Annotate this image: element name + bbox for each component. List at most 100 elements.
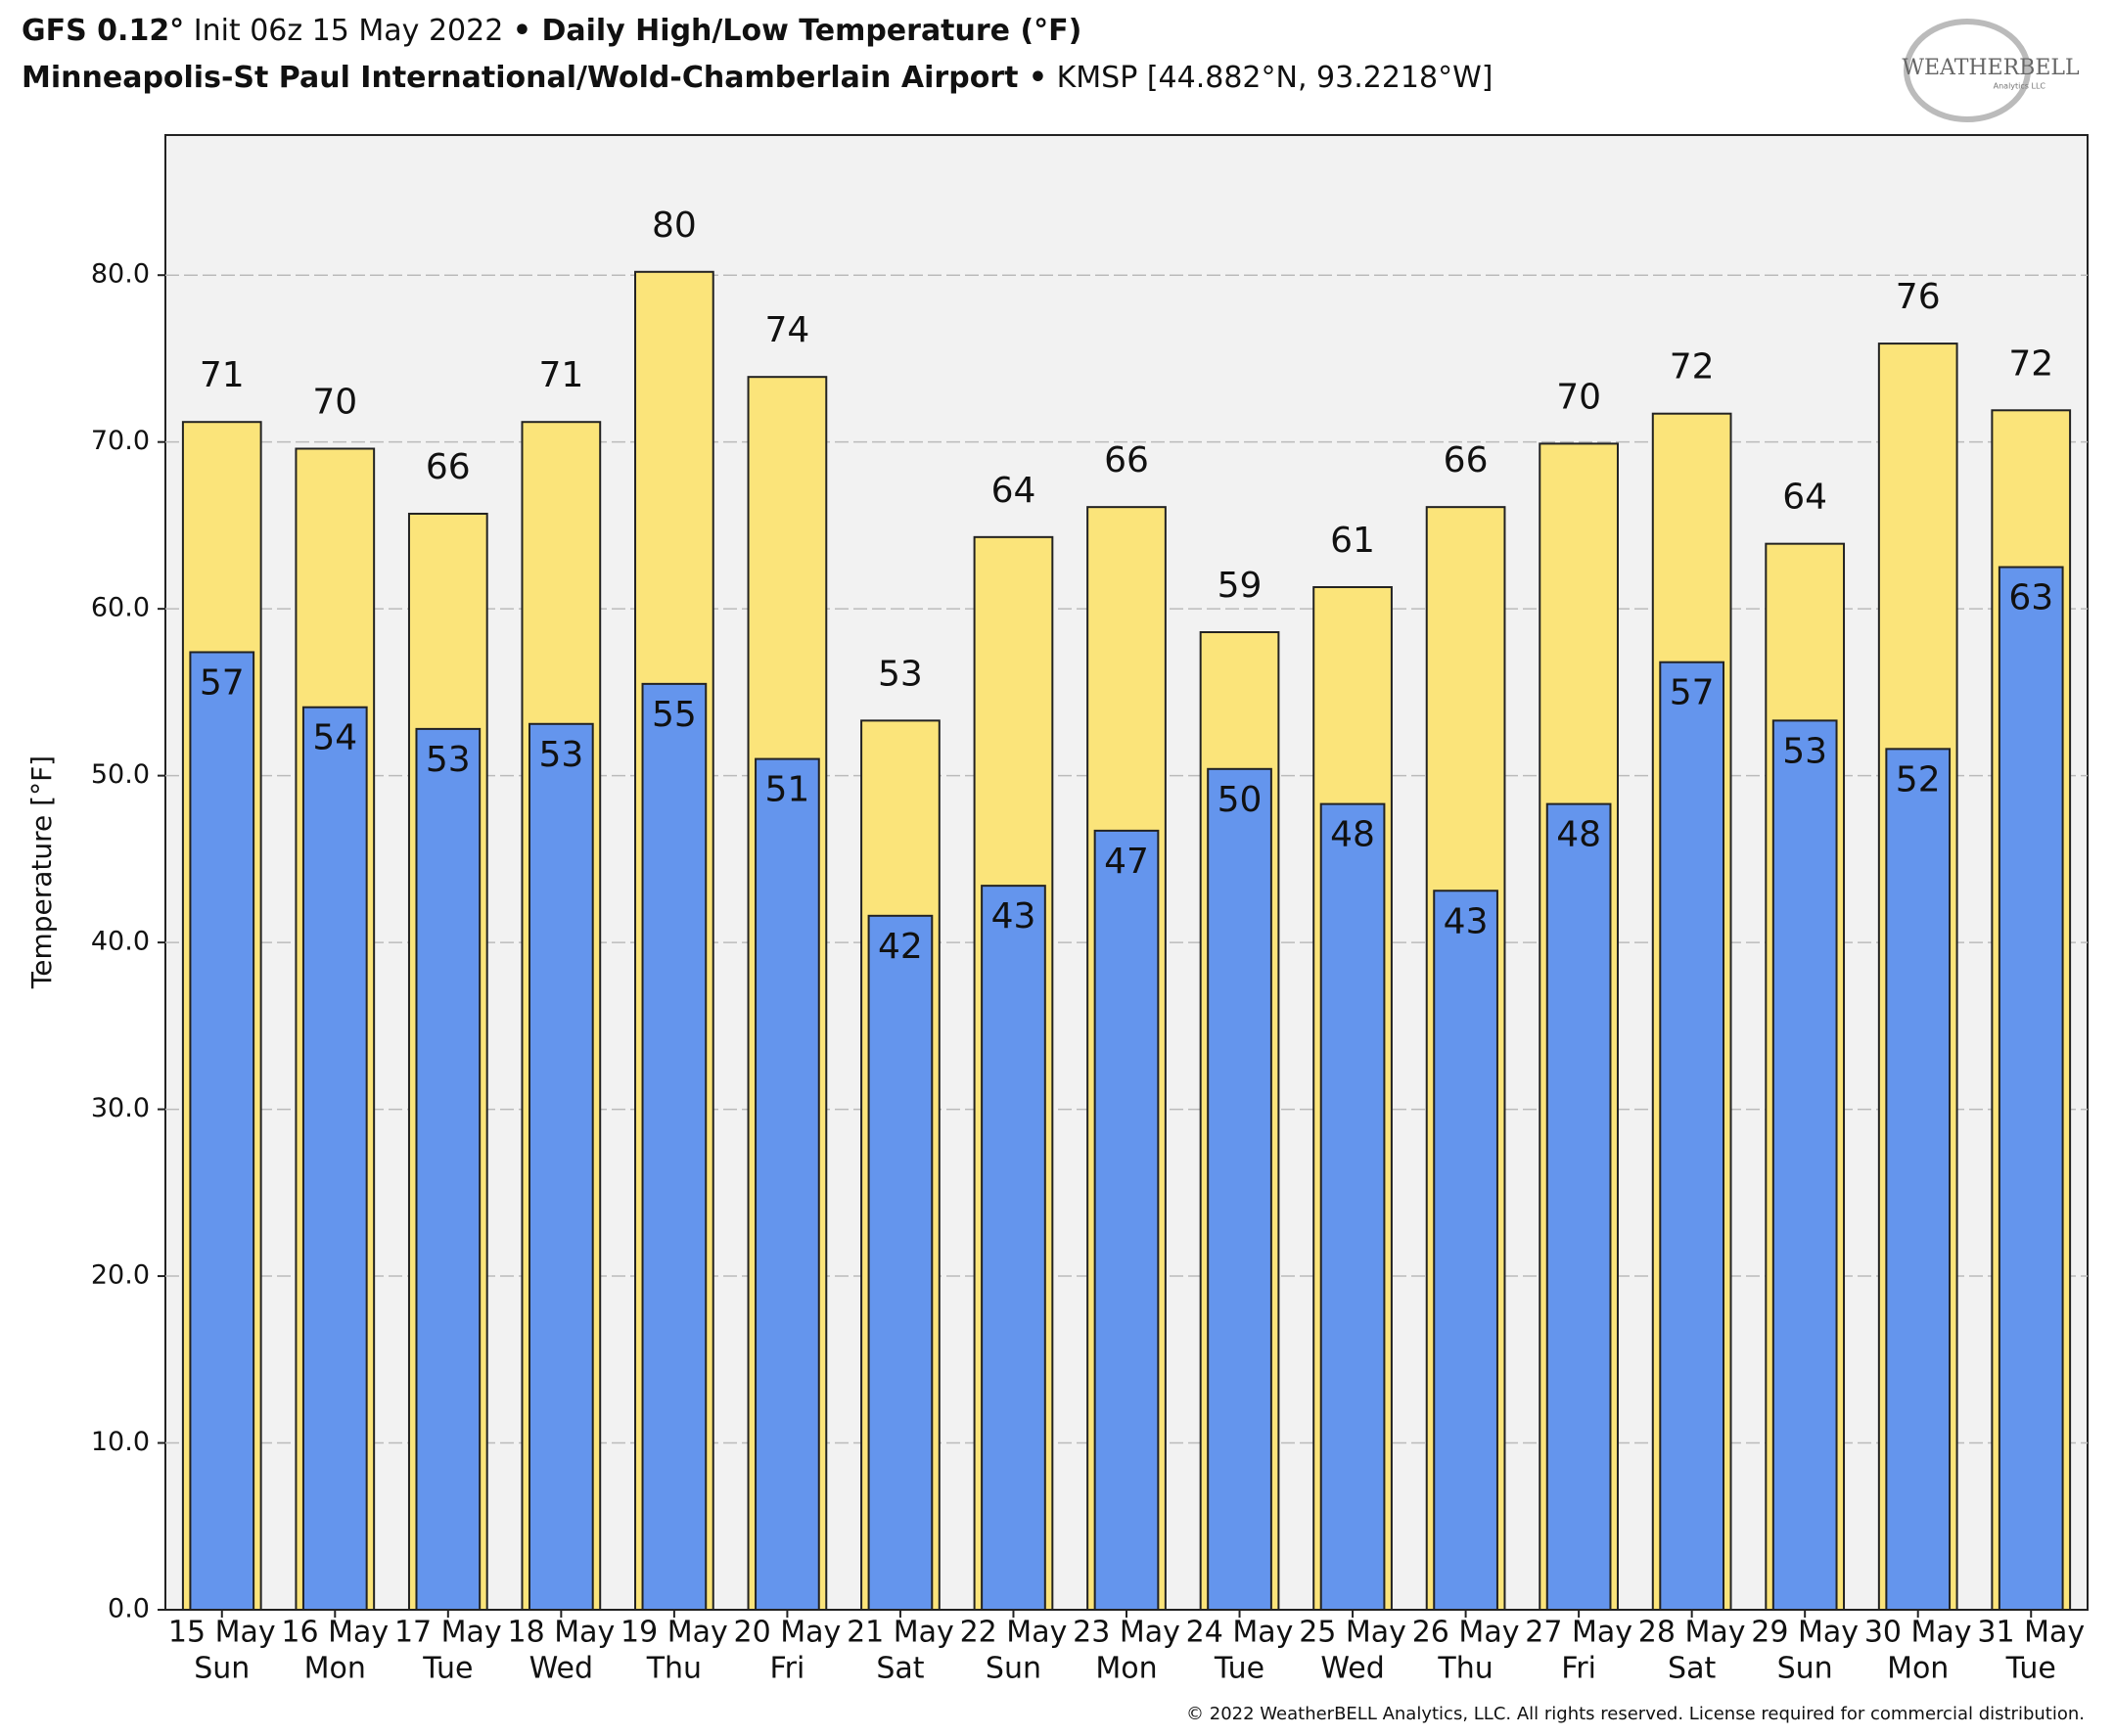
y-tick-label: 60.0 — [91, 593, 150, 623]
x-tick-sublabel: Mon — [1095, 1652, 1157, 1686]
x-tick-label: 26 May — [1412, 1616, 1520, 1650]
x-tick-label: 28 May — [1638, 1616, 1746, 1650]
y-axis-label: Temperature [°F] — [25, 755, 58, 989]
value-label: 48 — [1330, 815, 1375, 855]
value-label: 53 — [1782, 731, 1827, 771]
x-tick-sublabel: Fri — [1561, 1652, 1596, 1686]
x-tick-label: 31 May — [1977, 1616, 2085, 1650]
bar — [1545, 802, 1612, 1611]
title-init: Init 06z 15 May 2022 — [184, 14, 513, 48]
x-tick-sublabel: Tue — [2005, 1652, 2056, 1686]
chart-title: GFS 0.12° Init 06z 15 May 2022 • Daily H… — [22, 14, 1081, 48]
bar — [981, 885, 1046, 1611]
y-tick-label: 40.0 — [91, 927, 150, 957]
x-tick-sublabel: Sat — [876, 1652, 924, 1686]
x-tick-sublabel: Wed — [1320, 1652, 1384, 1686]
chart-subtitle: Minneapolis-St Paul International/Wold-C… — [22, 61, 1493, 95]
value-label: 61 — [1330, 521, 1375, 561]
bar — [1771, 719, 1838, 1611]
subtitle-location: KMSP [44.882°N, 93.2218°W] — [1047, 61, 1493, 95]
x-tick-sublabel: Tue — [1214, 1652, 1264, 1686]
x-tick-sublabel: Sun — [986, 1652, 1041, 1686]
value-label: 64 — [991, 471, 1036, 511]
x-tick-label: 15 May — [168, 1616, 276, 1650]
x-tick-sublabel: Fri — [770, 1652, 805, 1686]
value-label: 51 — [765, 770, 810, 810]
bar — [1885, 748, 1952, 1611]
value-label: 72 — [1670, 347, 1715, 388]
value-label: 42 — [878, 927, 923, 967]
value-label: 57 — [200, 662, 245, 703]
x-tick-label: 21 May — [847, 1616, 954, 1650]
value-label: 72 — [2008, 343, 2053, 384]
value-label: 66 — [426, 447, 471, 487]
value-label: 70 — [312, 382, 357, 422]
value-label: 54 — [312, 718, 357, 758]
x-tick-sublabel: Mon — [304, 1652, 366, 1686]
value-label: 55 — [652, 695, 697, 735]
bar — [1093, 829, 1160, 1611]
x-tick-sublabel: Sun — [1777, 1652, 1833, 1686]
y-tick-label: 10.0 — [91, 1427, 150, 1457]
value-label: 63 — [2008, 578, 2053, 618]
x-tick-sublabel: Thu — [1437, 1652, 1493, 1686]
x-tick-sublabel: Tue — [422, 1652, 473, 1686]
value-label: 57 — [1670, 673, 1715, 713]
footer: © 2022 WeatherBELL Analytics, LLC. All r… — [1186, 1704, 2085, 1724]
x-tick-label: 25 May — [1299, 1616, 1406, 1650]
title-model: GFS 0.12° — [22, 14, 184, 48]
x-tick-label: 29 May — [1751, 1616, 1859, 1650]
x-tick-sublabel: Mon — [1887, 1652, 1949, 1686]
bar — [301, 706, 368, 1611]
bar — [1433, 890, 1498, 1611]
subtitle-station: Minneapolis-St Paul International/Wold-C… — [22, 61, 1018, 95]
y-tick-label: 80.0 — [91, 259, 150, 290]
value-label: 43 — [991, 896, 1036, 937]
value-label: 52 — [1896, 759, 1941, 799]
value-label: 71 — [538, 355, 583, 395]
bar — [755, 757, 820, 1611]
y-tick-label: 20.0 — [91, 1260, 150, 1291]
value-label: 66 — [1104, 440, 1149, 480]
value-label: 50 — [1218, 780, 1263, 820]
value-label: 53 — [538, 735, 583, 775]
y-tick-label: 50.0 — [91, 759, 150, 790]
bar — [415, 727, 482, 1611]
x-tick-label: 20 May — [734, 1616, 842, 1650]
value-label: 64 — [1782, 478, 1827, 518]
x-tick-label: 19 May — [620, 1616, 728, 1650]
value-label: 71 — [200, 355, 245, 395]
x-tick-label: 23 May — [1073, 1616, 1180, 1650]
y-tick-label: 0.0 — [108, 1594, 150, 1624]
logo-sub: Analytics LLC — [1994, 82, 2046, 91]
logo-swirl — [1904, 19, 2031, 122]
y-tick-label: 30.0 — [91, 1093, 150, 1123]
x-tick-label: 27 May — [1525, 1616, 1632, 1650]
x-tick-label: 18 May — [507, 1616, 615, 1650]
value-label: 74 — [765, 310, 810, 350]
logo-name: WEATHERBELL — [1902, 56, 2080, 80]
bar — [1207, 767, 1272, 1611]
x-tick-label: 30 May — [1864, 1616, 1972, 1650]
x-tick-sublabel: Sat — [1668, 1652, 1716, 1686]
value-label: 66 — [1444, 440, 1489, 480]
bar — [867, 914, 934, 1611]
x-tick-sublabel: Thu — [646, 1652, 702, 1686]
x-tick-label: 22 May — [960, 1616, 1068, 1650]
bar — [1659, 661, 1724, 1611]
subtitle-bullet: • — [1018, 61, 1047, 95]
value-label: 43 — [1444, 901, 1489, 941]
y-tick-label: 70.0 — [91, 426, 150, 456]
bar — [1998, 566, 2064, 1611]
x-tick-label: 24 May — [1186, 1616, 1294, 1650]
value-label: 53 — [878, 654, 923, 694]
value-label: 53 — [426, 740, 471, 780]
value-label: 59 — [1218, 566, 1263, 606]
bar — [189, 651, 255, 1611]
x-tick-label: 16 May — [281, 1616, 389, 1650]
value-label: 70 — [1556, 377, 1601, 417]
bar — [528, 722, 594, 1611]
bar — [641, 682, 708, 1611]
bar — [1319, 802, 1386, 1611]
